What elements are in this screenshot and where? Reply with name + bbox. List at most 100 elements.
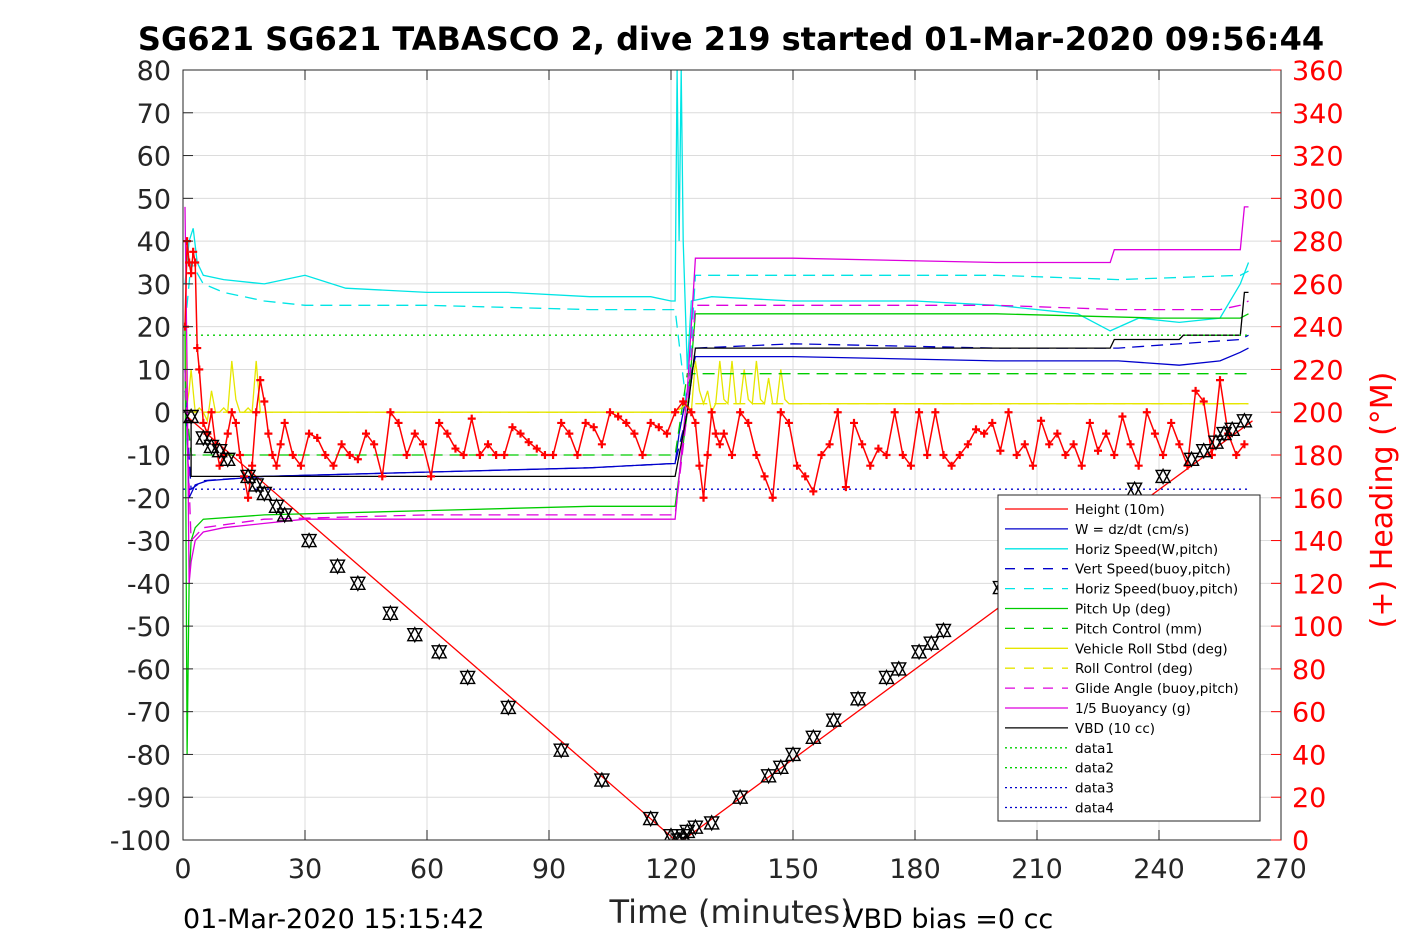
y-left-tick-label: 60 (137, 142, 171, 173)
depth-marker-down (825, 713, 842, 729)
heading-marker (679, 397, 688, 406)
heading-marker (1102, 429, 1111, 438)
legend-label: W = dz/dt (cm/s) (1075, 522, 1189, 538)
x-tick-label: 120 (645, 854, 697, 885)
heading-marker (268, 451, 277, 459)
series-height-10m (186, 416, 1253, 840)
depth-marker-down (300, 533, 318, 550)
y-right-tick-label: 260 (1292, 270, 1344, 301)
heading-marker (1175, 440, 1184, 449)
heading-marker (557, 418, 566, 427)
heading-marker (451, 444, 460, 453)
legend-label: Vehicle Roll Stbd (deg) (1075, 641, 1228, 657)
depth-marker-down (500, 700, 517, 716)
y-right-tick-label: 300 (1292, 184, 1344, 215)
legend-label: data2 (1075, 761, 1114, 777)
legend-label: data3 (1075, 781, 1114, 797)
legend-label: Horiz Speed(W,pitch) (1075, 542, 1218, 558)
heading-marker (858, 440, 867, 449)
depth-marker-down (805, 730, 822, 746)
depth-marker-down (784, 747, 802, 763)
heading-marker (1126, 440, 1135, 449)
heading-marker (475, 451, 484, 459)
heading-marker (500, 451, 509, 459)
y-left-tick-label: 40 (137, 227, 171, 258)
depth-marker-down (1215, 426, 1233, 443)
heading-marker (963, 440, 972, 449)
depth-marker-down (1236, 414, 1253, 430)
heading-marker (866, 461, 875, 470)
y-right-tick-label: 120 (1292, 569, 1344, 600)
heading-marker (227, 408, 236, 417)
heading-marker (736, 408, 745, 417)
depth-marker-down (760, 769, 777, 785)
heading-marker (939, 451, 948, 459)
heading-marker (378, 472, 387, 481)
depth-marker-down (1126, 482, 1143, 498)
series-layer (183, 70, 1253, 840)
heading-marker (549, 451, 558, 459)
heading-marker (1240, 440, 1249, 449)
heading-marker (207, 408, 216, 417)
heading-marker (1028, 461, 1037, 470)
legend-label: Horiz Speed(buoy,pitch) (1075, 582, 1238, 598)
y-left-tick-label: 50 (137, 184, 171, 215)
depth-marker-down (1154, 469, 1172, 485)
heading-marker (809, 487, 818, 496)
heading-marker (231, 418, 240, 427)
heading-marker (244, 493, 253, 502)
heading-marker (418, 440, 427, 449)
plot-timestamp: 01-Mar-2020 15:15:42 (183, 904, 485, 935)
y-right-tick-label: 160 (1292, 484, 1344, 515)
depth-marker-down (219, 452, 236, 468)
y-right-tick-label: 220 (1292, 355, 1344, 386)
heading-marker (193, 344, 202, 353)
heading-marker (459, 451, 468, 459)
heading-marker (874, 444, 883, 453)
heading-marker (898, 451, 907, 459)
depth-marker-down (183, 409, 200, 425)
heading-marker (1037, 416, 1046, 425)
heading-marker (467, 414, 476, 423)
x-tick-label: 30 (288, 854, 322, 885)
legend-label: Roll Control (deg) (1075, 661, 1193, 677)
depth-marker-down (642, 811, 659, 828)
legend-label: data4 (1075, 801, 1114, 817)
heading-marker (715, 440, 724, 449)
depth-marker-down (1207, 435, 1225, 451)
series-horiz-speed-buoy-pitch (184, 260, 1249, 413)
y-left-tick-label: 80 (137, 56, 171, 87)
y-left-tick-label: 0 (154, 398, 171, 429)
y-right-tick-label: 100 (1292, 612, 1344, 643)
y-axis-right-label: (+) Heading (°M) (1365, 372, 1400, 629)
heading-marker (329, 461, 338, 470)
depth-markers (183, 408, 1253, 840)
heading-marker (1232, 451, 1241, 459)
y-left-tick-label: 30 (137, 270, 171, 301)
heading-marker (776, 408, 785, 417)
heading-marker (199, 418, 208, 427)
depth-marker-down (890, 662, 907, 678)
heading-marker (353, 455, 362, 464)
heading-marker (272, 461, 281, 470)
heading-marker (654, 423, 663, 432)
heading-marker (646, 418, 655, 427)
depth-marker-down (878, 670, 895, 686)
heading-marker (923, 451, 932, 459)
depth-marker-down (248, 478, 265, 494)
heading-marker (1216, 376, 1224, 385)
heading-marker (345, 451, 354, 459)
legend-label: Vert Speed(buoy,pitch) (1075, 562, 1231, 578)
heading-marker (195, 365, 204, 374)
y-right-tick-label: 180 (1292, 441, 1344, 472)
heading-marker (280, 418, 289, 427)
heading-marker (362, 429, 370, 438)
x-tick-label: 60 (410, 854, 444, 885)
legend-label: Glide Angle (buoy,pitch) (1075, 681, 1239, 697)
heading-marker (947, 461, 956, 470)
y-left-tick-label: -70 (127, 698, 171, 729)
heading-marker (443, 429, 452, 438)
heading-marker (187, 269, 196, 278)
heading-marker (614, 412, 623, 421)
depth-marker-down (382, 606, 399, 622)
